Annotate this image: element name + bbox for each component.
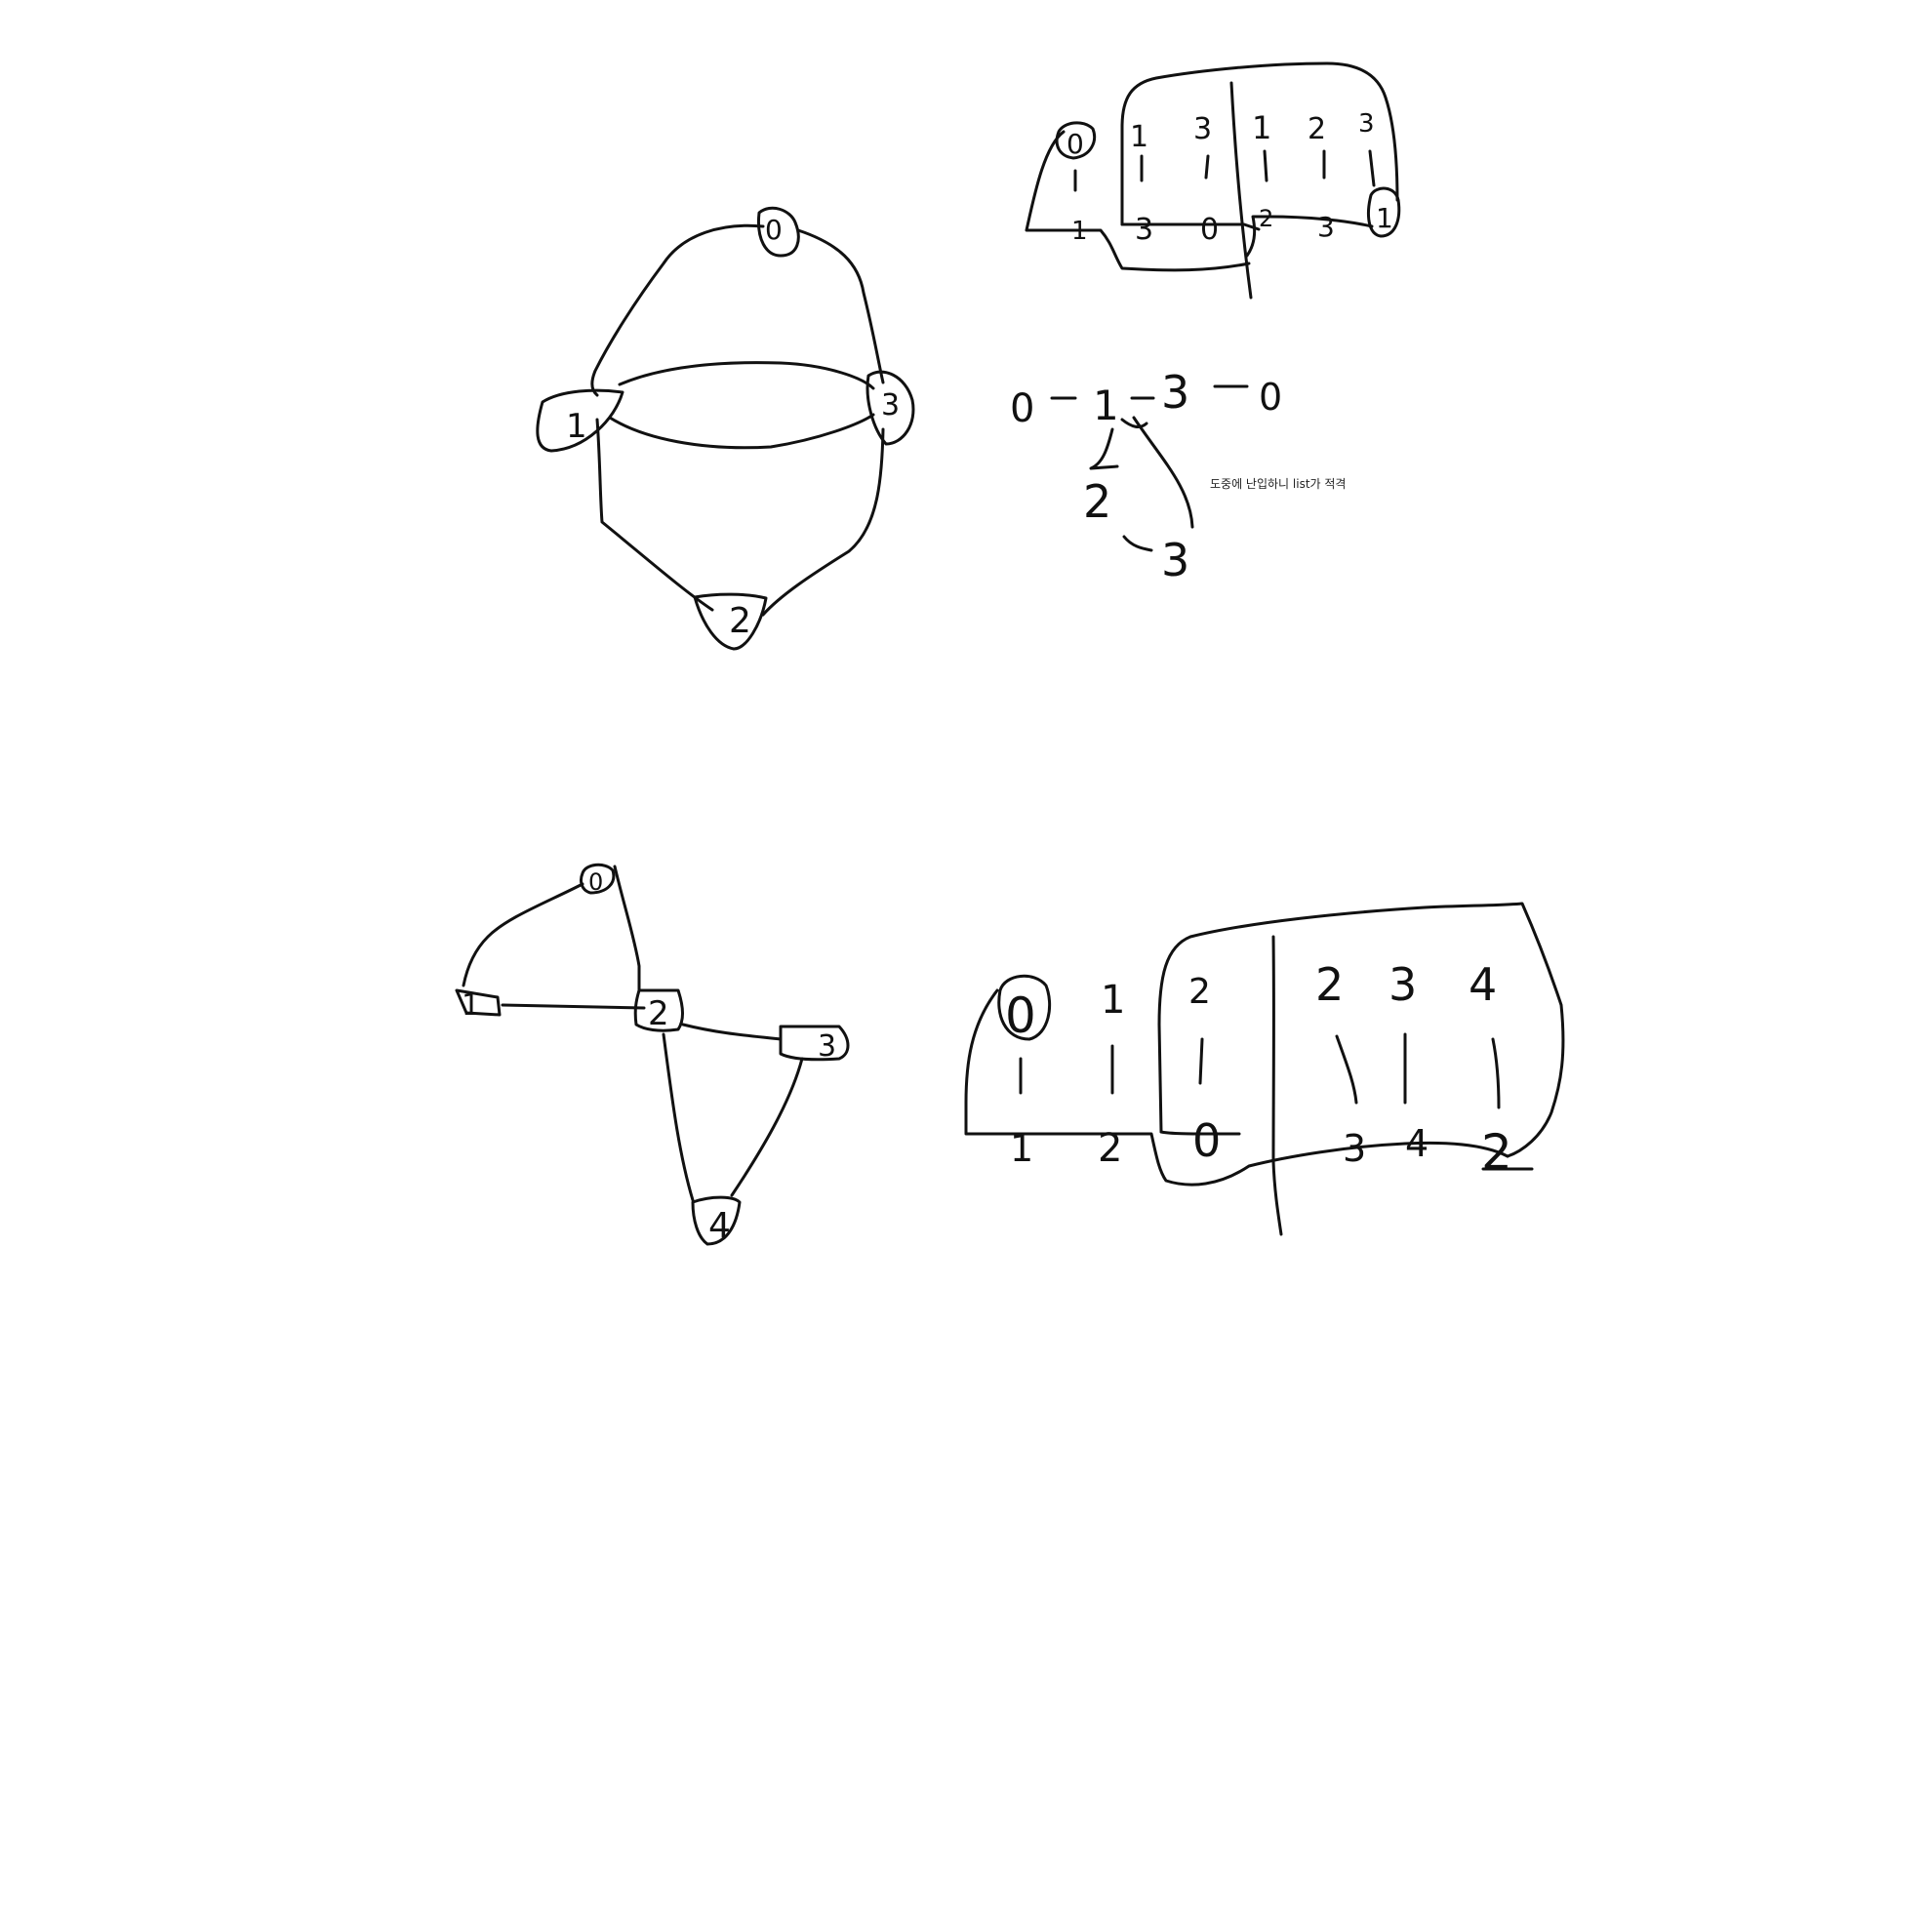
node-0-circle <box>580 863 616 895</box>
table-top-cell: 2 <box>1188 972 1211 1012</box>
edge-1-3-top <box>618 361 875 390</box>
path-node: 0 <box>1259 376 1282 419</box>
table-top-cell: 1 <box>1101 978 1125 1023</box>
edge-2-4 <box>662 1032 695 1202</box>
table-top-cell: 2 <box>1315 958 1344 1011</box>
node-label: 1 <box>566 407 587 446</box>
insert-arrow <box>1120 416 1194 529</box>
table-2: 0 1 2 2 3 4 1 2 0 3 4 2 <box>964 902 1565 1236</box>
edge-0-3 <box>796 228 885 384</box>
inserted-node: 2 <box>1083 475 1111 528</box>
table-top-cell: 1 <box>1130 120 1148 154</box>
node-2-circle <box>633 988 684 1032</box>
table-bottom-cell: 3 <box>1317 211 1335 243</box>
node-label: 0 <box>765 214 783 246</box>
table-bottom-cell: 0 <box>1200 213 1219 247</box>
table-top-cell: 3 <box>1358 109 1375 139</box>
edge-0-1 <box>462 882 584 987</box>
node-label: 4 <box>708 1206 731 1246</box>
tick <box>1491 1037 1501 1109</box>
group-line <box>964 988 1509 1187</box>
edge-2-3 <box>681 1023 783 1041</box>
insert-arrow <box>1089 427 1119 470</box>
node-1-circle <box>455 988 502 1017</box>
tick <box>1335 1034 1358 1105</box>
node-label: 3 <box>881 388 900 423</box>
edge-3-2 <box>761 427 885 617</box>
table-bottom-cell: 2 <box>1259 205 1273 232</box>
node-2-circle <box>693 592 768 651</box>
group-line <box>1025 130 1251 272</box>
table-top-cell: 3 <box>1193 112 1212 146</box>
node-label: 2 <box>729 601 751 641</box>
table-bottom-cell: 3 <box>1135 213 1153 247</box>
divider-line <box>1245 215 1374 258</box>
insert-dash <box>1122 535 1153 552</box>
path-node: 1 <box>1093 382 1119 429</box>
node-0-circle <box>756 206 800 258</box>
node-label: 1 <box>462 988 480 1023</box>
inserted-node: 3 <box>1161 534 1189 586</box>
path-node: 3 <box>1161 366 1189 419</box>
edge-1-2 <box>501 1003 646 1010</box>
graph-1: 0 1 3 2 <box>536 206 915 651</box>
table-node-label: 0 <box>1067 128 1084 160</box>
table-node-circle <box>997 974 1052 1041</box>
node-label: 2 <box>648 994 669 1033</box>
tick <box>1368 149 1376 187</box>
table-top-cell: 1 <box>1252 109 1271 146</box>
tick <box>1198 1037 1204 1085</box>
edge-3-4 <box>730 1057 804 1197</box>
node-label: 0 <box>588 868 603 896</box>
edge-1-2 <box>595 418 714 612</box>
node-4-circle <box>691 1195 742 1246</box>
edge-0-2 <box>613 865 641 992</box>
table-top-cell: 4 <box>1469 958 1497 1011</box>
table-node-label: 0 <box>1005 987 1036 1044</box>
divider-line <box>1229 81 1253 300</box>
node-1-circle <box>536 388 624 453</box>
node-3-circle <box>865 370 915 446</box>
table-node-label: 1 <box>1376 202 1393 234</box>
graph-2: 0 1 2 3 4 <box>455 863 850 1246</box>
group-line <box>1159 1130 1241 1136</box>
outer-enclosure <box>1157 902 1565 1158</box>
node-label: 3 <box>818 1029 836 1064</box>
tick <box>1263 149 1268 182</box>
table-1: 0 1 1 3 1 2 3 1 3 0 2 3 <box>1025 61 1401 300</box>
tick <box>1204 154 1210 180</box>
edge-0-1 <box>590 223 765 397</box>
path-node: 0 <box>1010 386 1034 431</box>
table-top-cell: 3 <box>1389 958 1417 1011</box>
edge-1-3-bottom <box>608 413 875 450</box>
divider-line <box>1271 935 1283 1236</box>
note-text: 도중에 난입하니 list가 적격 <box>1210 477 1346 491</box>
path-1: 0 1 3 0 2 3 도중에 난입하니 list가 적격 <box>1010 366 1346 586</box>
table-bottom-cell: 0 <box>1192 1114 1221 1167</box>
outer-enclosure <box>1120 61 1399 226</box>
table-top-cell: 2 <box>1308 112 1326 146</box>
table-node-circle <box>1367 186 1401 238</box>
table-node-circle <box>1055 121 1097 160</box>
node-3-circle <box>779 1025 850 1062</box>
